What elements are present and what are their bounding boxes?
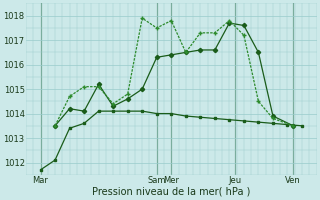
X-axis label: Pression niveau de la mer( hPa ): Pression niveau de la mer( hPa ) [92, 187, 251, 197]
